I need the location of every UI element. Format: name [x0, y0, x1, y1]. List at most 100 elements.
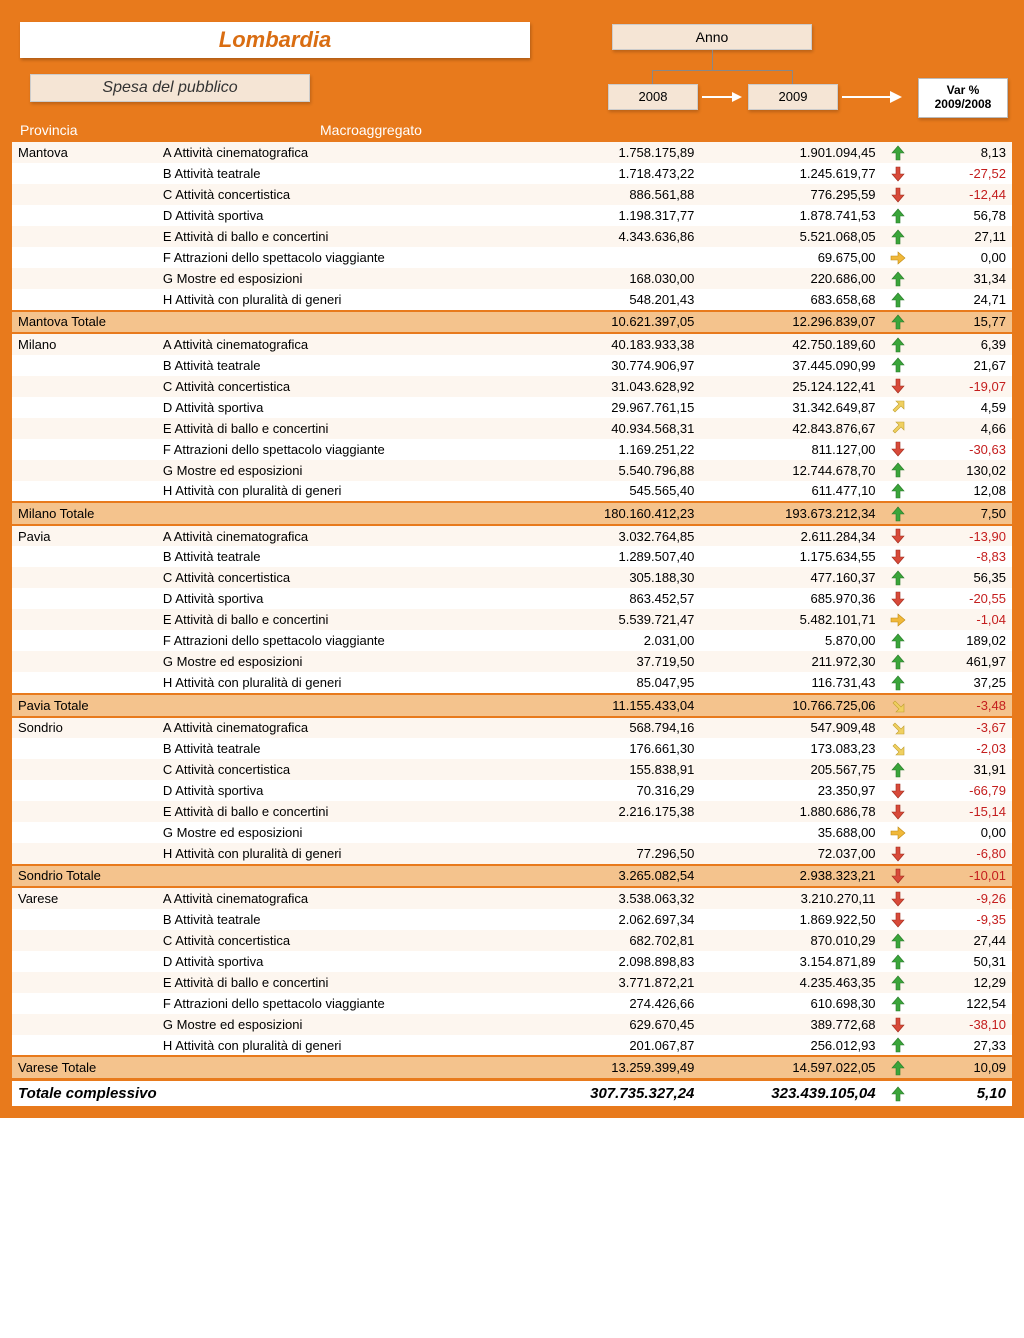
trend-arrow-icon	[890, 549, 906, 565]
grandtotal-label: Totale complessivo	[12, 1079, 519, 1106]
trend-arrow-icon	[890, 441, 906, 457]
trend-arrow-icon	[890, 292, 906, 308]
cell-value-2008: 1.718.473,22	[519, 163, 700, 184]
cell-macro: H Attività con pluralità di generi	[157, 1035, 519, 1057]
cell-value-2008: 29.967.761,15	[519, 397, 700, 418]
trend-arrow-icon	[890, 698, 906, 714]
tree-connector	[712, 50, 713, 70]
grandtotal-var: 5,10	[915, 1079, 1012, 1106]
cell-value-2008: 40.183.933,38	[519, 333, 700, 355]
cell-provincia	[12, 205, 157, 226]
grandtotal-row: Totale complessivo307.735.327,24323.439.…	[12, 1079, 1012, 1106]
cell-provincia: Mantova	[12, 142, 157, 163]
cell-value-2009: 35.688,00	[700, 822, 881, 843]
table-row: C Attività concertistica305.188,30477.16…	[12, 567, 1012, 588]
cell-arrow	[882, 546, 916, 567]
cell-arrow	[882, 460, 916, 481]
cell-arrow	[882, 1014, 916, 1035]
cell-value-2009: 25.124.122,41	[700, 376, 881, 397]
trend-arrow-icon	[890, 633, 906, 649]
cell-var: 122,54	[915, 993, 1012, 1014]
cell-arrow	[882, 651, 916, 672]
cell-provincia: Varese	[12, 887, 157, 909]
cell-value-2009: 5.521.068,05	[700, 226, 881, 247]
cell-arrow	[882, 780, 916, 801]
table-row: G Mostre ed esposizioni168.030,00220.686…	[12, 268, 1012, 289]
trend-arrow-icon	[890, 741, 906, 757]
cell-var: -66,79	[915, 780, 1012, 801]
cell-arrow	[882, 588, 916, 609]
cell-value-2009: 23.350,97	[700, 780, 881, 801]
subtotal-row: Milano Totale180.160.412,23193.673.212,3…	[12, 502, 1012, 525]
cell-macro: D Attività sportiva	[157, 588, 519, 609]
cell-var: -12,44	[915, 184, 1012, 205]
cell-var: 4,66	[915, 418, 1012, 439]
cell-provincia	[12, 247, 157, 268]
cell-value-2009: 42.843.876,67	[700, 418, 881, 439]
cell-macro: A Attività cinematografica	[157, 525, 519, 547]
trend-arrow-icon	[890, 420, 906, 436]
cell-var: 0,00	[915, 822, 1012, 843]
cell-var: 130,02	[915, 460, 1012, 481]
cell-macro: G Mostre ed esposizioni	[157, 1014, 519, 1035]
cell-macro: E Attività di ballo e concertini	[157, 226, 519, 247]
trend-arrow-icon	[890, 1037, 906, 1053]
trend-arrow-icon	[890, 250, 906, 266]
table-row: E Attività di ballo e concertini40.934.5…	[12, 418, 1012, 439]
cell-value-2009: 4.235.463,35	[700, 972, 881, 993]
trend-arrow-icon	[890, 483, 906, 499]
cell-macro: F Attrazioni dello spettacolo viaggiante	[157, 439, 519, 460]
subtotal-row: Mantova Totale10.621.397,0512.296.839,07…	[12, 311, 1012, 334]
subtotal-v2: 12.296.839,07	[700, 311, 881, 334]
cell-arrow	[882, 333, 916, 355]
subtotal-var: -10,01	[915, 865, 1012, 888]
cell-provincia	[12, 226, 157, 247]
cell-macro: D Attività sportiva	[157, 205, 519, 226]
cell-provincia	[12, 993, 157, 1014]
cell-value-2009: 610.698,30	[700, 993, 881, 1014]
table-row: F Attrazioni dello spettacolo viaggiante…	[12, 630, 1012, 651]
cell-arrow	[882, 481, 916, 503]
trend-arrow-icon	[890, 825, 906, 841]
cell-arrow	[882, 184, 916, 205]
report-subtitle: Spesa del pubblico	[30, 74, 310, 102]
col-header-provincia: Provincia	[20, 122, 320, 138]
var-header-box: Var % 2009/2008	[918, 78, 1008, 118]
trend-arrow-icon	[890, 996, 906, 1012]
table-row: MantovaA Attività cinematografica1.758.1…	[12, 142, 1012, 163]
cell-var: 56,35	[915, 567, 1012, 588]
cell-macro: E Attività di ballo e concertini	[157, 418, 519, 439]
cell-value-2009: 173.083,23	[700, 738, 881, 759]
cell-var: 0,00	[915, 247, 1012, 268]
cell-macro: G Mostre ed esposizioni	[157, 460, 519, 481]
cell-var: 37,25	[915, 672, 1012, 694]
cell-value-2009: 547.909,48	[700, 717, 881, 739]
table-row: H Attività con pluralità di generi201.06…	[12, 1035, 1012, 1057]
table-row: B Attività teatrale1.289.507,401.175.634…	[12, 546, 1012, 567]
cell-value-2009: 211.972,30	[700, 651, 881, 672]
cell-arrow	[882, 525, 916, 547]
cell-provincia	[12, 397, 157, 418]
cell-value-2008: 201.067,87	[519, 1035, 700, 1057]
cell-arrow	[882, 843, 916, 865]
cell-var: 31,34	[915, 268, 1012, 289]
region-title: Lombardia	[20, 22, 530, 58]
cell-var: -30,63	[915, 439, 1012, 460]
table-row: D Attività sportiva863.452,57685.970,36-…	[12, 588, 1012, 609]
trend-arrow-icon	[890, 762, 906, 778]
cell-provincia	[12, 546, 157, 567]
year-1-box: 2008	[608, 84, 698, 110]
cell-provincia	[12, 672, 157, 694]
cell-value-2009: 683.658,68	[700, 289, 881, 311]
cell-arrow	[882, 439, 916, 460]
tree-connector	[792, 70, 793, 84]
table-row: VareseA Attività cinematografica3.538.06…	[12, 887, 1012, 909]
cell-var: 50,31	[915, 951, 1012, 972]
cell-arrow	[882, 142, 916, 163]
cell-value-2009: 776.295,59	[700, 184, 881, 205]
trend-arrow-icon	[890, 337, 906, 353]
cell-var: -19,07	[915, 376, 1012, 397]
cell-var: 31,91	[915, 759, 1012, 780]
table-row: E Attività di ballo e concertini2.216.17…	[12, 801, 1012, 822]
cell-provincia	[12, 268, 157, 289]
